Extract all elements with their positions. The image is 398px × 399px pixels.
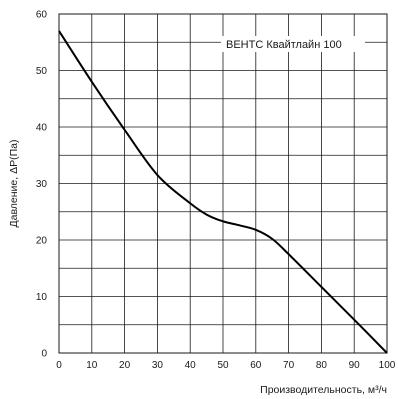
y-tick-label: 20 [36, 236, 48, 247]
y-tick-label: 50 [36, 66, 48, 77]
y-axis-label: Давление, ΔP(Па) [8, 140, 20, 228]
legend-label: ВЕНТС Квайтлайн 100 [226, 39, 342, 51]
x-tick-label: 50 [217, 360, 229, 371]
x-axis-label: Производительность, м³/ч [260, 384, 387, 396]
y-tick-label: 60 [36, 10, 48, 21]
x-tick-label: 90 [349, 360, 361, 371]
x-tick-label: 40 [185, 360, 197, 371]
legend: ВЕНТС Квайтлайн 100 [221, 36, 365, 52]
y-tick-label: 10 [36, 292, 48, 303]
x-tick-label: 80 [316, 360, 328, 371]
series-line [58, 30, 388, 354]
x-tick-label: 70 [283, 360, 295, 371]
y-tick-label: 30 [36, 179, 48, 190]
x-tick-label: 10 [86, 360, 98, 371]
x-tick-label: 100 [379, 360, 396, 371]
x-tick-label: 20 [119, 360, 131, 371]
series-layer [58, 30, 388, 354]
legend-box [221, 36, 365, 52]
x-tick-label: 60 [250, 360, 262, 371]
x-tick-label: 30 [152, 360, 164, 371]
y-tick-label: 0 [41, 349, 47, 360]
plot-frame [58, 13, 388, 354]
y-tick-label: 40 [36, 123, 48, 134]
x-axis-ticks: 0 10 20 30 40 50 60 70 80 90 100 [56, 360, 396, 371]
y-axis-ticks: 0 10 20 30 40 50 60 [36, 10, 48, 360]
x-tick-label: 0 [56, 360, 62, 371]
